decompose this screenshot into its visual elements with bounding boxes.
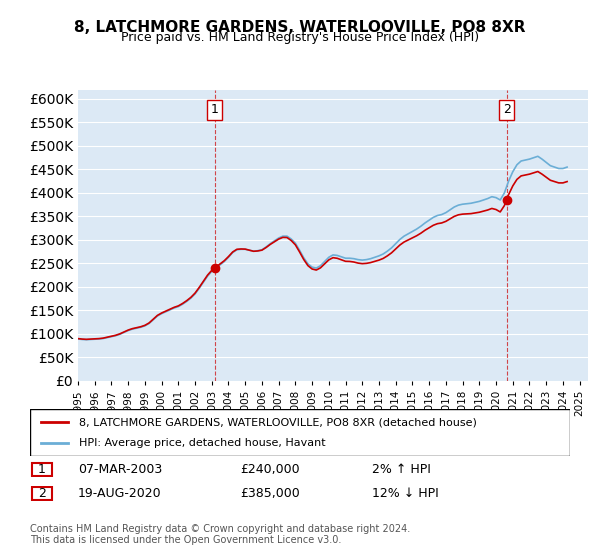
- Text: 8, LATCHMORE GARDENS, WATERLOOVILLE, PO8 8XR (detached house): 8, LATCHMORE GARDENS, WATERLOOVILLE, PO8…: [79, 417, 476, 427]
- Text: £385,000: £385,000: [240, 487, 300, 500]
- Text: Contains HM Land Registry data © Crown copyright and database right 2024.
This d: Contains HM Land Registry data © Crown c…: [30, 524, 410, 545]
- Text: 1: 1: [38, 463, 46, 476]
- FancyBboxPatch shape: [32, 463, 52, 475]
- Text: 2% ↑ HPI: 2% ↑ HPI: [372, 463, 431, 476]
- Text: 1: 1: [211, 104, 218, 116]
- Text: 12% ↓ HPI: 12% ↓ HPI: [372, 487, 439, 500]
- Text: Price paid vs. HM Land Registry's House Price Index (HPI): Price paid vs. HM Land Registry's House …: [121, 31, 479, 44]
- Text: 07-MAR-2003: 07-MAR-2003: [78, 463, 162, 476]
- Text: 2: 2: [503, 104, 511, 116]
- Text: £240,000: £240,000: [240, 463, 299, 476]
- Text: 19-AUG-2020: 19-AUG-2020: [78, 487, 161, 500]
- FancyBboxPatch shape: [30, 409, 570, 456]
- Text: 2: 2: [38, 487, 46, 500]
- Text: 8, LATCHMORE GARDENS, WATERLOOVILLE, PO8 8XR: 8, LATCHMORE GARDENS, WATERLOOVILLE, PO8…: [74, 20, 526, 35]
- Text: HPI: Average price, detached house, Havant: HPI: Average price, detached house, Hava…: [79, 438, 325, 448]
- FancyBboxPatch shape: [32, 487, 52, 500]
